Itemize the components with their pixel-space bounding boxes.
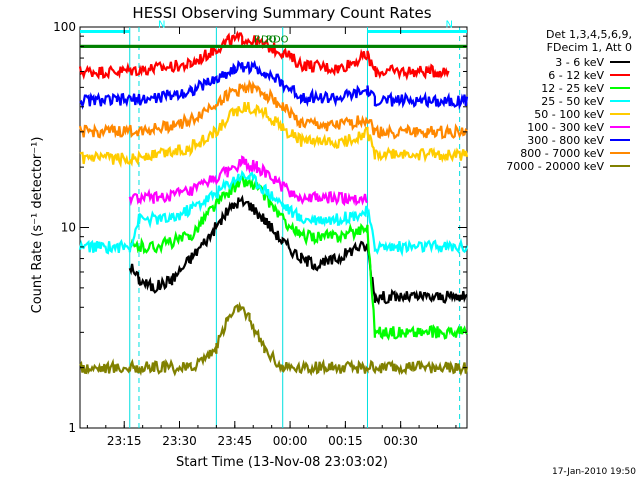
- annotation-label: N: [445, 19, 452, 30]
- x-tick-label: 23:30: [162, 434, 197, 448]
- chart-title: HESSI Observing Summary Count Rates: [132, 4, 431, 22]
- y-axis-ticks: 1 10 100: [53, 20, 467, 435]
- legend-label: 6 - 12 keV: [548, 69, 604, 82]
- legend-label: 100 - 300 keV: [527, 121, 604, 134]
- series-line: [78, 79, 468, 140]
- legend-label: 25 - 50 keV: [541, 95, 604, 108]
- series-lines: [78, 30, 469, 377]
- legend-label: 12 - 25 keV: [541, 82, 604, 95]
- legend-label: 50 - 100 keV: [534, 108, 604, 121]
- y-tick-label: 100: [53, 20, 76, 34]
- x-tick-label: 23:15: [107, 434, 142, 448]
- series-line: [79, 101, 469, 169]
- legend-label: 800 - 7000 keV: [520, 147, 604, 160]
- y-tick-label: 1: [68, 421, 76, 435]
- x-axis-ticks: 23:15 23:30 23:45 00:00 00:15 00:30: [86, 27, 457, 448]
- series-line: [128, 155, 368, 207]
- x-tick-label: 23:45: [218, 434, 253, 448]
- legend-label: 3 - 6 keV: [555, 56, 604, 69]
- series-line: [79, 301, 469, 377]
- series-line: [78, 169, 469, 258]
- annotation-label: RDO: [254, 34, 277, 45]
- series-line: [79, 59, 469, 110]
- series-line: [128, 194, 468, 306]
- legend-label: 7000 - 20000 keV: [506, 160, 604, 173]
- x-tick-label: 00:30: [383, 434, 418, 448]
- annotation-label: N: [158, 19, 165, 30]
- x-tick-label: 00:15: [328, 434, 363, 448]
- y-tick-label: 10: [61, 221, 76, 235]
- legend-header: Det 1,3,4,5,6,9,: [546, 28, 632, 41]
- legend-header: FDecim 1, Att 0: [547, 41, 632, 54]
- legend: Det 1,3,4,5,6,9,FDecim 1, Att 0 3 - 6 keV…: [506, 28, 632, 173]
- date-stamp: 17-Jan-2010 19:50: [552, 467, 636, 477]
- x-axis-label: Start Time (13-Nov-08 23:03:02): [176, 455, 388, 470]
- annotation-label: RDO: [266, 34, 289, 45]
- x-tick-label: 00:00: [273, 434, 308, 448]
- y-axis-label: Count Rate (s⁻¹ detector⁻¹): [30, 137, 45, 314]
- series-line: [129, 175, 468, 341]
- legend-label: 300 - 800 keV: [527, 134, 604, 147]
